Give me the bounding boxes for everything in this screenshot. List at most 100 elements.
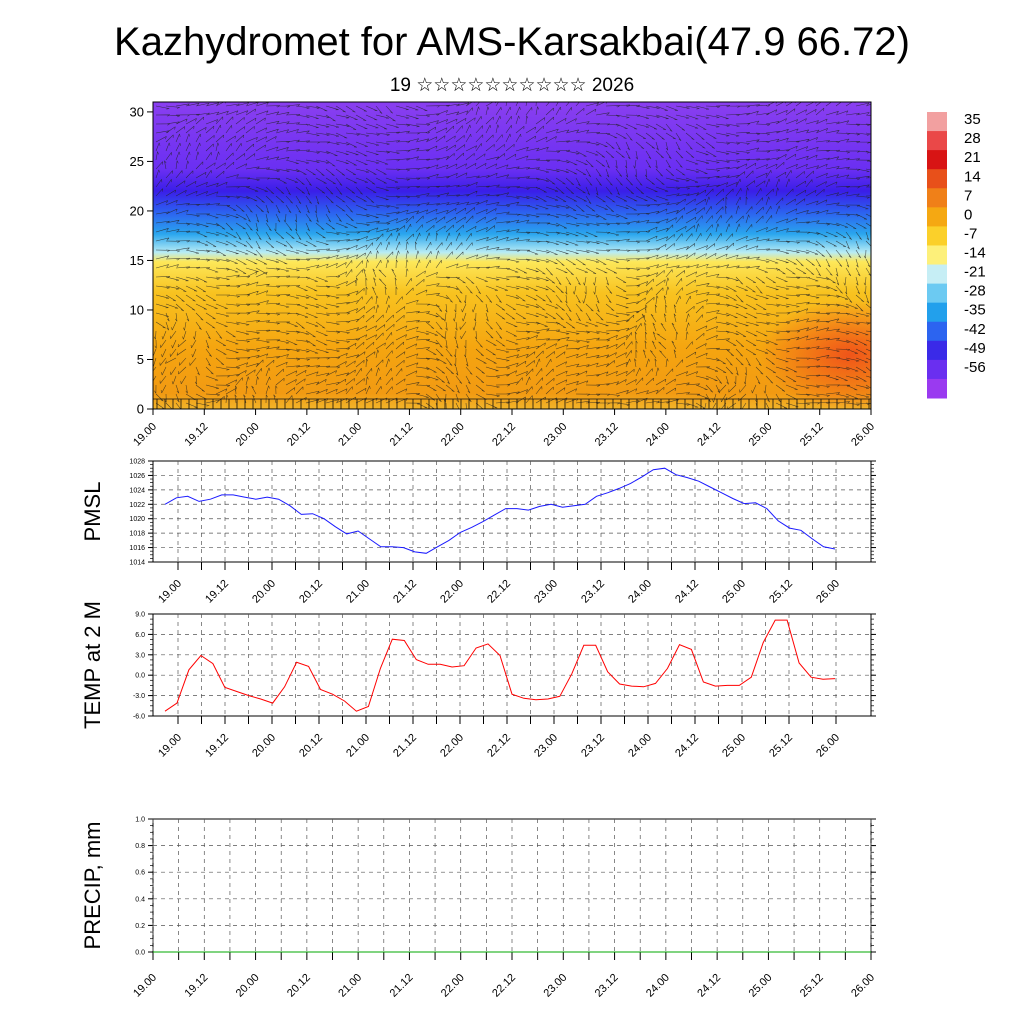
cs-x-tick-label: 21.12 <box>388 421 416 449</box>
colorbar-swatch <box>927 112 947 132</box>
cs-x-tick-label: 25.00 <box>747 421 775 449</box>
y-axis-title: TEMP at 2 M <box>80 601 105 729</box>
wind-vectors <box>153 102 871 409</box>
cs-x-tick-label: 23.00 <box>541 421 569 449</box>
cs-y-tick-label: 25 <box>130 154 144 169</box>
cs-x-tick-label: 20.12 <box>285 421 313 449</box>
x-tick-label: 19.00 <box>156 732 184 760</box>
page-subtitle: 19 ☆☆☆☆☆☆☆☆☆☆ 2026 <box>389 75 635 96</box>
y-tick-label: 1018 <box>129 531 145 538</box>
x-tick-label: 21.12 <box>388 972 416 1000</box>
y-axis-title: PRECIP, mm <box>80 822 105 950</box>
x-tick-label: 22.00 <box>438 578 466 606</box>
x-tick-label: 23.12 <box>593 972 621 1000</box>
cs-x-tick-label: 22.00 <box>439 421 467 449</box>
x-tick-label: 25.12 <box>767 578 795 606</box>
cs-y-tick-label: 30 <box>130 104 144 119</box>
x-tick-label: 24.00 <box>626 578 654 606</box>
warm-region <box>760 300 871 409</box>
cs-x-tick-label: 19.00 <box>131 421 159 449</box>
colorbar-legend: 35 28 21 14 7 0 -7 -14 -21 -28 -35 -42 -49 -56 <box>927 111 986 399</box>
cs-x-tick-label: 25.12 <box>798 421 826 449</box>
cs-y-tick-label: 10 <box>130 302 144 317</box>
colorbar-swatch <box>927 169 947 189</box>
cs-x-tick-label: 24.00 <box>644 421 672 449</box>
x-tick-label: 23.12 <box>579 578 607 606</box>
colorbar-label: -42 <box>964 321 986 338</box>
cs-x-tick-label: 24.12 <box>695 421 723 449</box>
cs-x-tick-label: 23.12 <box>593 421 621 449</box>
y-tick-label: 3.0 <box>135 652 145 659</box>
cs-x-tick-label: 21.00 <box>336 421 364 449</box>
x-tick-label: 21.12 <box>391 732 419 760</box>
colorbar-swatch <box>927 264 947 285</box>
colorbar-swatch <box>927 302 947 323</box>
colorbar-swatch <box>927 378 947 399</box>
y-tick-label: 0.4 <box>135 896 145 903</box>
x-tick-label: 21.00 <box>336 972 364 1000</box>
x-tick-label: 24.12 <box>695 972 723 1000</box>
cross-section-panel: 0 5 10 15 20 25 30 19.00 19.12 20.00 20.12 21.00 21.… <box>130 101 877 449</box>
y-tick-label: 9.0 <box>135 612 145 619</box>
x-tick-label: 20.00 <box>234 972 262 1000</box>
x-tick-label: 19.12 <box>203 578 231 606</box>
wind-vector-field <box>153 102 871 409</box>
temp-panel: -6.0 -3.0 0.0 3.0 6.0 9.0 19.00 19.12 20.00 20.12… <box>80 601 876 760</box>
cs-x-tick-label: 19.12 <box>182 421 210 449</box>
y-tick-label: 0.0 <box>135 950 145 957</box>
x-tick-label: 23.00 <box>541 972 569 1000</box>
x-tick-label: 24.12 <box>673 578 701 606</box>
y-tick-label: 1016 <box>129 545 145 552</box>
colorbar-label: 14 <box>964 168 981 185</box>
x-tick-label: 24.00 <box>626 732 654 760</box>
x-tick-label: 21.12 <box>391 578 419 606</box>
colorbar-label: 28 <box>964 130 981 147</box>
colorbar-label: 21 <box>964 149 981 166</box>
y-tick-label: -6.0 <box>133 714 145 721</box>
x-tick-label: 20.12 <box>297 732 325 760</box>
y-tick-label: 1024 <box>129 487 145 494</box>
panel-frame <box>152 613 872 717</box>
x-tick-label: 19.12 <box>203 732 231 760</box>
y-tick-label: 0.8 <box>135 843 145 850</box>
y-tick-label: 1.0 <box>135 817 145 824</box>
colorbar-swatch <box>927 340 947 361</box>
series-line <box>164 619 836 712</box>
colorbar-swatch <box>927 283 947 304</box>
x-tick-label: 25.00 <box>720 732 748 760</box>
x-tick-label: 22.12 <box>485 732 513 760</box>
series-line <box>164 467 836 554</box>
y-tick-label: -3.0 <box>133 693 145 700</box>
x-tick-label: 19.12 <box>182 972 210 1000</box>
colorbar-label: -35 <box>964 302 986 319</box>
x-tick-label: 23.00 <box>532 578 560 606</box>
x-tick-label: 22.00 <box>439 972 467 1000</box>
cs-x-tick-label: 22.12 <box>490 421 518 449</box>
cs-y-tick-label: 5 <box>137 352 144 367</box>
colorbar-swatch <box>927 226 947 246</box>
colorbar-label: -56 <box>964 359 986 376</box>
colorbar-label: -14 <box>964 245 986 262</box>
x-tick-label: 20.12 <box>285 972 313 1000</box>
colorbar-label: 35 <box>964 111 981 128</box>
page-title: Kazhydromet for AMS-Karsakbai(47.9 66.72… <box>114 20 910 64</box>
colorbar-swatch <box>927 131 947 151</box>
colorbar-swatch <box>927 207 947 227</box>
colorbar-label: 0 <box>964 206 972 223</box>
x-tick-label: 23.00 <box>532 732 560 760</box>
cross-section-field <box>153 102 871 409</box>
cs-x-tick-label: 20.00 <box>234 421 262 449</box>
y-tick-label: 0.6 <box>135 870 145 877</box>
colorbar-swatch <box>927 188 947 208</box>
y-tick-label: 1022 <box>129 502 145 509</box>
cs-y-tick-label: 0 <box>137 402 144 417</box>
x-tick-label: 22.12 <box>490 972 518 1000</box>
x-tick-label: 19.00 <box>131 972 159 1000</box>
x-tick-label: 25.00 <box>747 972 775 1000</box>
colorbar-label: 7 <box>964 187 972 204</box>
x-tick-label: 21.00 <box>344 578 372 606</box>
x-tick-label: 26.00 <box>814 732 842 760</box>
x-tick-label: 25.12 <box>767 732 795 760</box>
y-tick-label: 6.0 <box>135 632 145 639</box>
y-tick-label: 0.0 <box>135 673 145 680</box>
